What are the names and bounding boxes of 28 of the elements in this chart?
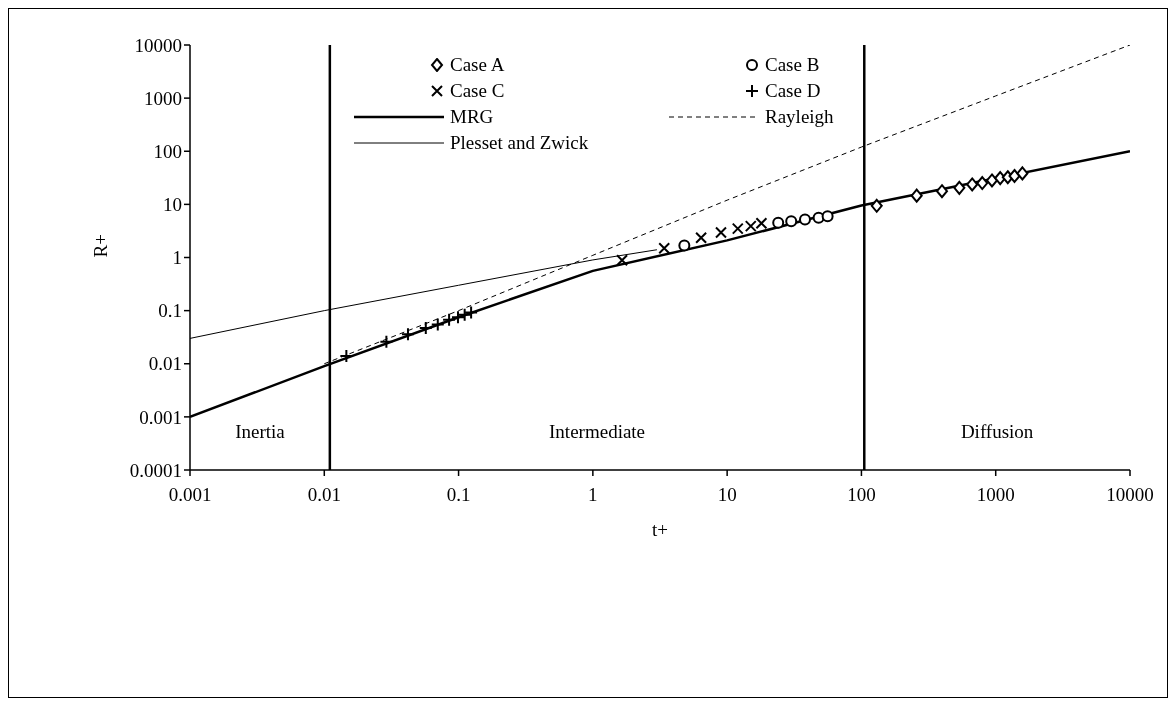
y-tick-label: 10 — [163, 194, 182, 216]
legend-label: Rayleigh — [765, 106, 834, 128]
x-tick-label: 1 — [588, 484, 598, 506]
annotation: Intermediate — [549, 421, 646, 442]
x-tick-label: 100 — [847, 484, 876, 506]
x-tick-label: 1000 — [976, 484, 1015, 506]
y-tick-label: 1000 — [144, 87, 182, 109]
x-tick-label: 0.01 — [307, 484, 341, 506]
y-tick-label: 0.001 — [139, 406, 182, 428]
y-axis-title: R+ — [89, 234, 111, 258]
legend-label: Case A — [450, 54, 505, 76]
legend-label: Case B — [765, 54, 820, 76]
legend-label: Case C — [450, 80, 505, 102]
y-tick-label: 100 — [153, 140, 182, 162]
annotation: Diffusion — [960, 421, 1034, 442]
x-axis-title: t+ — [652, 519, 668, 540]
y-tick-label: 0.0001 — [129, 459, 182, 481]
y-tick-label: 0.01 — [148, 353, 182, 375]
y-tick-label: 0.1 — [158, 300, 182, 322]
legend-label: Plesset and Zwick — [450, 132, 589, 154]
legend-label: MRG — [450, 106, 494, 128]
y-tick-label: 1 — [172, 247, 182, 269]
y-tick-label: 10000 — [134, 34, 182, 56]
legend-label: Case D — [765, 80, 821, 102]
x-tick-label: 10000 — [1106, 484, 1154, 506]
annotation: Inertia — [235, 421, 286, 442]
x-tick-label: 0.1 — [446, 484, 471, 506]
x-tick-label: 10 — [717, 484, 737, 506]
